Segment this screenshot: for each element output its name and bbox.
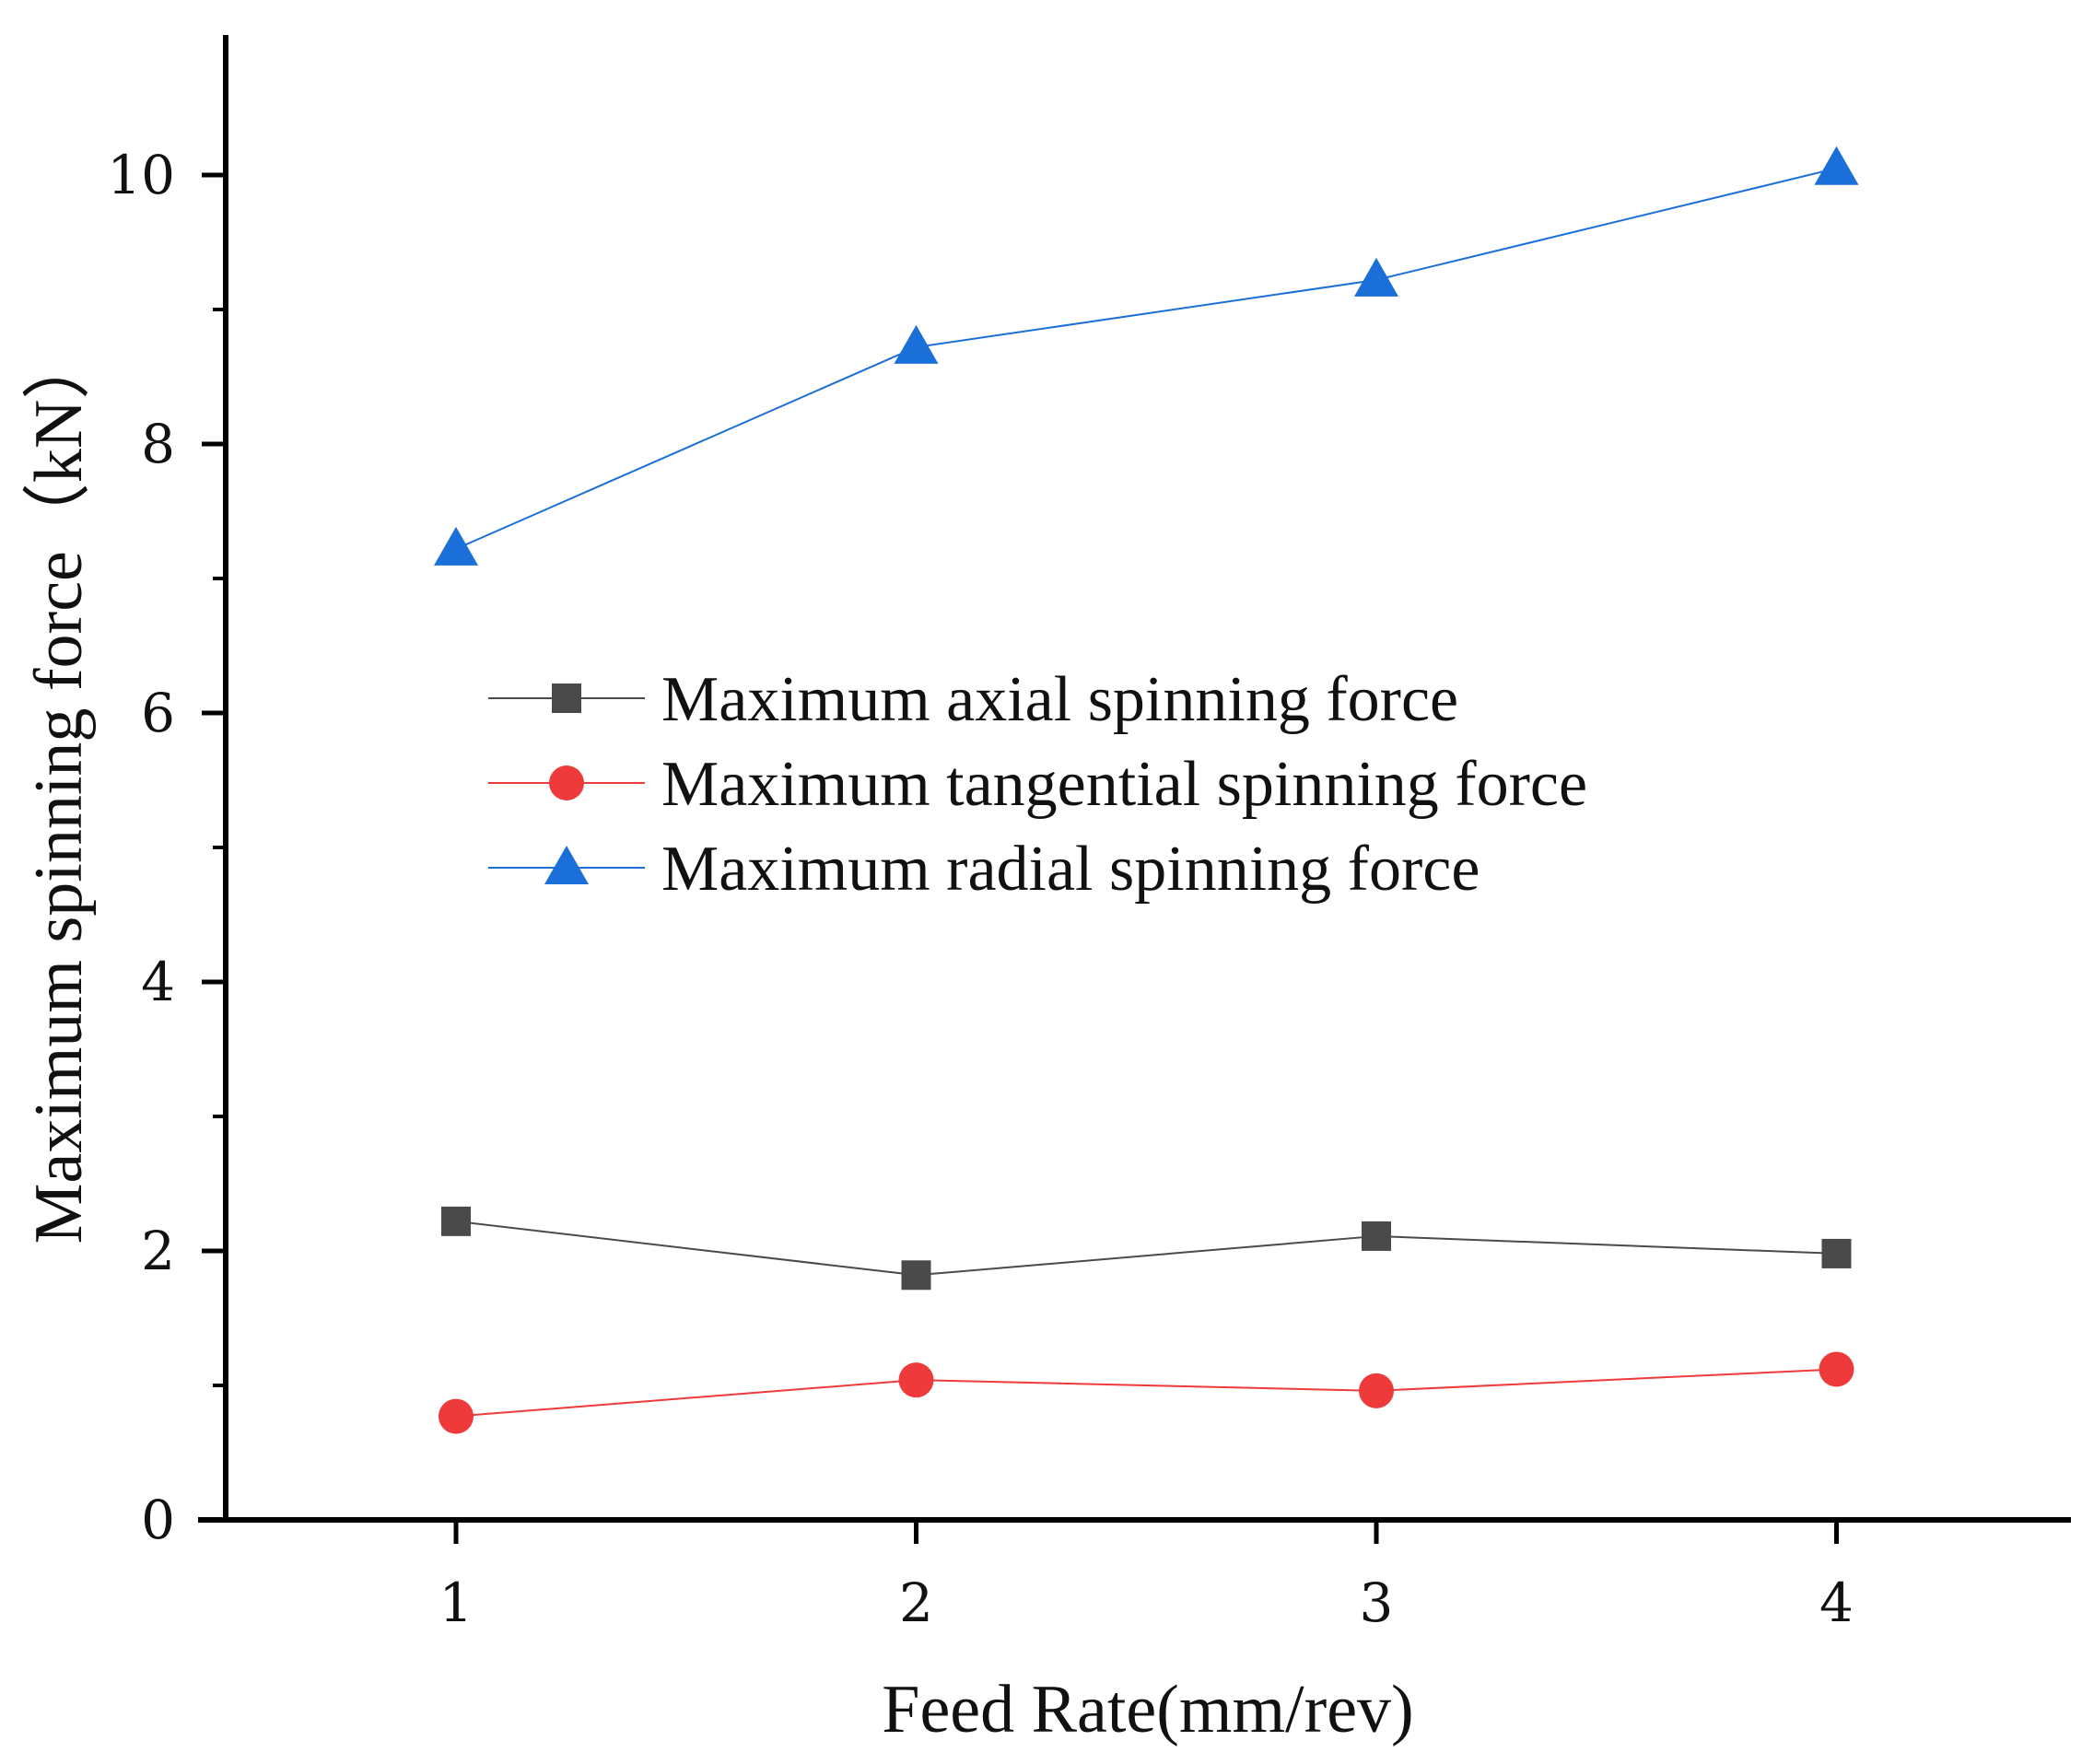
data-point-series-3 <box>1354 257 1398 297</box>
data-point-series-1 <box>441 1206 471 1236</box>
legend-label: Maximum radial spinning force <box>661 834 1480 905</box>
data-point-series-1 <box>901 1260 931 1291</box>
series-line-2 <box>455 1368 1837 1418</box>
data-point-series-3 <box>1814 146 1859 185</box>
series-line-1 <box>455 1220 1837 1277</box>
data-point-series-2 <box>439 1398 474 1434</box>
legend-label: Maximum tangential spinning force <box>661 749 1587 820</box>
series-line-3 <box>455 167 1837 550</box>
series-lines <box>455 167 1837 1418</box>
legend-marker <box>552 683 581 713</box>
y-axis-title: Maximum spinning force（kN） <box>21 332 97 1244</box>
series-markers <box>434 146 1859 1434</box>
legend-marker <box>544 846 589 884</box>
x-tick-label: 2 <box>899 1571 933 1634</box>
y-tick-label: 2 <box>141 1220 175 1282</box>
x-axis-title: Feed Rate(mm/rev) <box>882 1672 1413 1747</box>
y-tick-label: 8 <box>141 413 175 475</box>
x-tick-label: 3 <box>1360 1571 1394 1634</box>
data-point-series-3 <box>894 324 939 364</box>
data-point-series-1 <box>1821 1238 1852 1268</box>
y-tick-label: 10 <box>107 144 175 206</box>
axes <box>198 35 2071 1523</box>
x-tick-label: 4 <box>1819 1571 1854 1634</box>
y-tick-label: 0 <box>141 1489 175 1551</box>
ticks: 1 2 3 4 0 2 4 6 8 10 <box>107 144 1854 1634</box>
legend-label: Maximum axial spinning force <box>661 664 1458 735</box>
legend: Maximum axial spinning force Maximum tang… <box>488 664 1587 905</box>
legend-marker <box>549 765 584 800</box>
y-tick-label: 6 <box>141 682 175 744</box>
data-point-series-2 <box>1819 1351 1854 1387</box>
y-tick-label: 4 <box>141 951 175 1013</box>
data-point-series-3 <box>434 526 478 566</box>
data-point-series-2 <box>898 1362 934 1398</box>
x-tick-label: 1 <box>439 1571 474 1634</box>
data-point-series-2 <box>1359 1373 1394 1408</box>
data-point-series-1 <box>1362 1221 1391 1251</box>
